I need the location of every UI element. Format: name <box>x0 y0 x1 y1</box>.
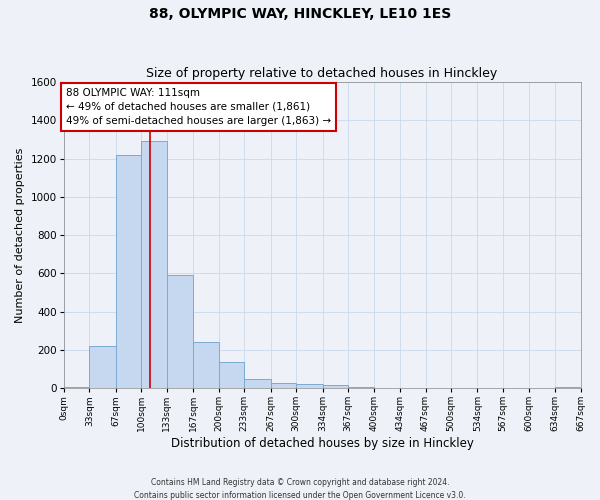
Bar <box>271 384 296 388</box>
Bar <box>193 342 218 388</box>
Bar <box>167 276 193 388</box>
X-axis label: Distribution of detached houses by size in Hinckley: Distribution of detached houses by size … <box>170 437 473 450</box>
Bar <box>218 362 244 388</box>
Bar <box>323 386 348 388</box>
Text: Contains HM Land Registry data © Crown copyright and database right 2024.
Contai: Contains HM Land Registry data © Crown c… <box>134 478 466 500</box>
Bar <box>555 387 581 388</box>
Y-axis label: Number of detached properties: Number of detached properties <box>15 148 25 323</box>
Bar <box>116 154 141 388</box>
Title: Size of property relative to detached houses in Hinckley: Size of property relative to detached ho… <box>146 66 498 80</box>
Bar <box>141 142 167 388</box>
Bar <box>89 346 116 388</box>
Text: 88, OLYMPIC WAY, HINCKLEY, LE10 1ES: 88, OLYMPIC WAY, HINCKLEY, LE10 1ES <box>149 8 451 22</box>
Bar <box>64 387 89 388</box>
Bar <box>244 378 271 388</box>
Bar <box>296 384 323 388</box>
Text: 88 OLYMPIC WAY: 111sqm
← 49% of detached houses are smaller (1,861)
49% of semi-: 88 OLYMPIC WAY: 111sqm ← 49% of detached… <box>66 88 331 126</box>
Bar <box>348 387 374 388</box>
